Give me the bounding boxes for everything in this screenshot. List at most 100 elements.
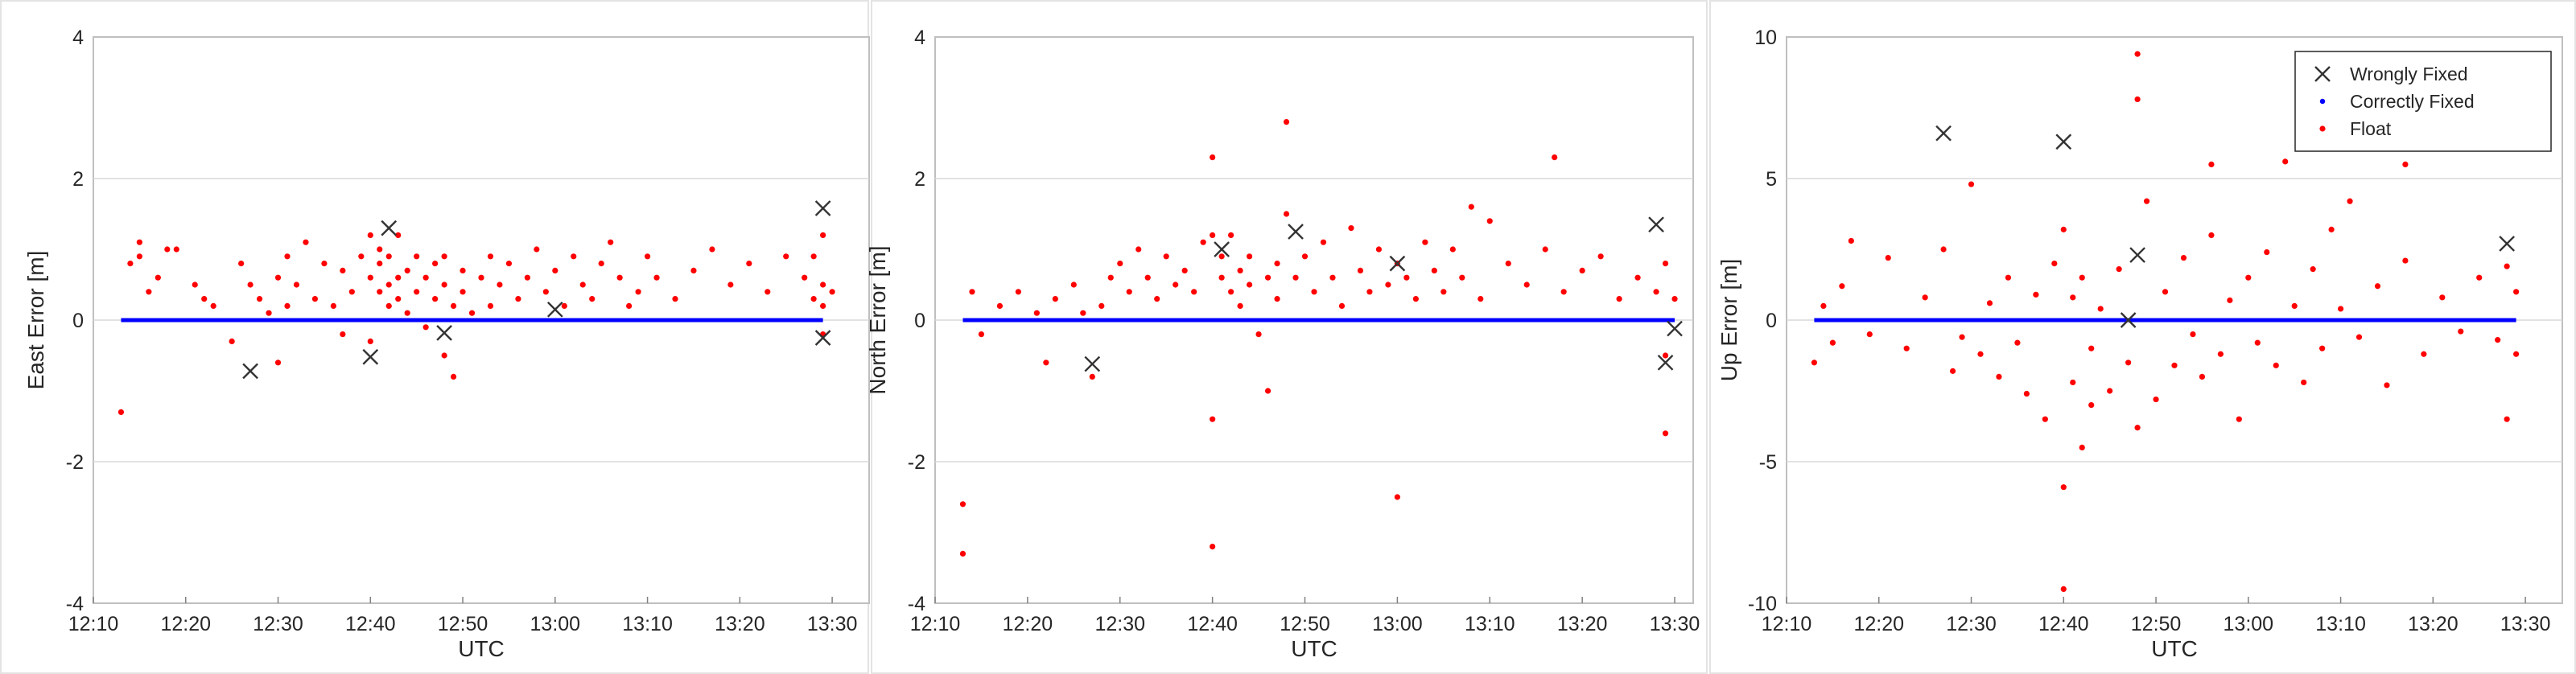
float-point [2060,586,2067,593]
float-point [468,310,476,316]
float-point [2245,274,2252,281]
float-point [2347,198,2353,204]
y-tick-label: -5 [1759,451,1777,474]
wrongly-fixed-marker [242,363,258,380]
float-point [1468,203,1474,210]
wrongly-fixed-marker-stroke-b [1935,125,1952,142]
x-tick-label: 12:50 [438,613,488,635]
float-point [1126,289,1132,295]
y-tick-label: 4 [914,27,925,49]
float-point [978,331,985,338]
float-point [340,267,346,273]
float-point [1070,282,1077,288]
float-point [303,239,309,245]
float-point [552,267,558,273]
float-point [1662,430,1669,437]
float-point [1366,289,1373,295]
wrongly-fixed-marker [1288,224,1304,240]
float-point [2310,266,2316,273]
float-point [1191,289,1197,295]
wrongly-fixed-marker-stroke-b [381,220,398,236]
float-point [1264,274,1272,281]
float-point [274,360,282,366]
wrongly-fixed-marker [546,301,563,318]
wrongly-fixed-marker [1389,255,1406,272]
float-point [1922,294,1928,301]
float-point [515,296,521,302]
float-point [1283,211,1290,217]
wrongly-fixed-marker-stroke-b [546,301,563,318]
float-point [127,261,134,267]
float-point [1210,544,1216,550]
float-point [1311,289,1317,295]
x-tick-label: 13:20 [1557,613,1608,635]
float-point [2088,345,2095,351]
float-point [247,282,253,288]
float-point [164,246,171,253]
float-point [2180,254,2187,261]
wrongly-fixed-marker [2129,247,2145,263]
float-point [1634,274,1641,281]
legend-label-float: Float [2350,118,2392,139]
float-point [404,310,410,316]
y-tick-label: 2 [914,168,925,191]
legend-entry-float: Float [2319,118,2392,139]
x-tick-label: 12:10 [1762,613,1812,635]
float-point [1552,154,1558,161]
float-point [2079,274,2085,281]
x-tick-label: 13:20 [715,613,765,635]
float-point [432,296,439,302]
float-point [117,409,125,415]
float-point [2301,379,2307,386]
float-point [274,274,282,281]
wrongly-fixed-marker-stroke-b [2499,236,2515,252]
float-point [1412,296,1419,302]
float-point [2162,289,2169,295]
legend-marker-x [2314,66,2331,82]
y-tick-label: 2 [72,168,84,191]
wrongly-fixed-marker-stroke-b [362,348,379,365]
float-point [1181,267,1188,273]
float-point [1015,289,1021,295]
float-point [2328,226,2335,232]
wrongly-fixed-marker-stroke-b [814,200,831,216]
float-point [311,296,319,302]
float-point [1301,253,1309,260]
float-point [1403,274,1410,281]
float-point [293,282,300,288]
panel-frame [1709,0,2576,674]
float-point [460,267,466,273]
float-point [1237,302,1243,309]
x-tick-label: 12:40 [1187,613,1238,635]
float-point [2236,416,2242,422]
float-point [1885,254,1891,261]
float-point [2116,266,2122,273]
float-point [996,302,1004,309]
float-point [505,261,513,267]
float-point [1089,373,1095,380]
wrongly-fixed-marker-stroke-b [1288,224,1304,240]
wrongly-fixed-marker [1667,320,1683,337]
float-point [2337,306,2344,312]
float-point [2143,198,2150,204]
wrongly-fixed-marker-stroke-b [1648,216,1664,233]
float-point [1320,239,1327,245]
float-point [414,289,420,295]
float-point [2079,444,2085,451]
float-point [2384,382,2390,388]
float-point [2023,390,2030,397]
y-tick-label: 0 [1766,310,1777,332]
float-point [414,253,420,260]
legend-x-glyph [2314,66,2331,82]
y-tick-label: -2 [66,451,84,474]
float-point [1052,296,1058,302]
y-tick-label: -4 [66,593,84,615]
float-point [1283,119,1290,125]
y-tick-label: 0 [72,310,84,332]
x-tick-label: 12:10 [68,613,119,635]
east-error-panel: -4 -2 0 2 4 12:10 12:20 12:30 12:40 12:50 13:00 13:… [0,0,870,674]
float-point [829,289,835,295]
float-point [201,296,208,302]
float-point [579,282,586,288]
x-tick-label: 12:50 [2131,613,2182,635]
